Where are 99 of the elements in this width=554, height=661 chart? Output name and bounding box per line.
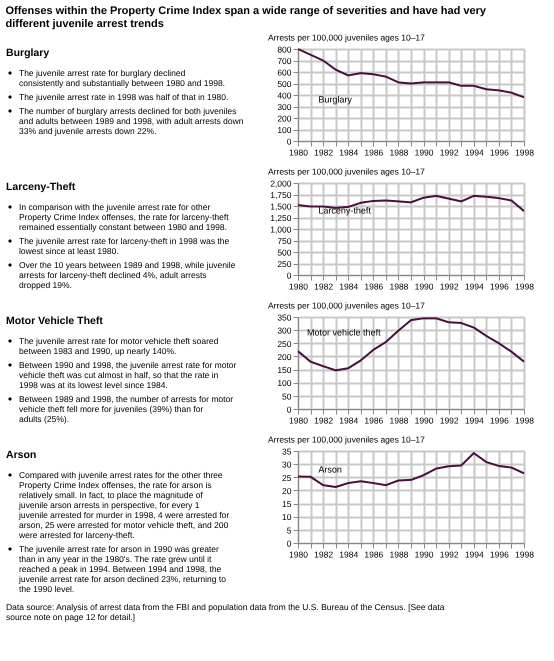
y-tick-label: 50 [282, 391, 292, 402]
x-tick-label: 1996 [490, 282, 510, 292]
x-tick-label: 1986 [364, 282, 384, 292]
text: Over the 10 years between 1989 and 1998, while juvenile arrests for larceny-theft declined 4%, adult arrests dropped 19%. [19, 260, 236, 290]
text: The juvenile arrest rate for arson in 1990 was greater than in any year in the 1980's. The rate grew until it reached a peak in 1994. Between 1994 and 1998, the juvenile arrest rate for arson declined 23%, returning to the 1990 level. [18, 544, 226, 594]
y-tick-label: 10 [282, 512, 292, 522]
text: Compared with juvenile arrest rates for the other three Property Crime Index offenses, the rate for arson is relatively small. In fact, to place the magnitude of juvenile arson arrests in perspective, for every 1 juvenile arrested for murder in 1998, 4 were arrested for arson, 25 were arrested for motor vehicle theft, and 200 were arrested for larceny-theft. [18, 470, 230, 540]
text: The juvenile arrest rate for burglary declined consistently and substantially between 1980 and 1998. [19, 68, 226, 88]
y-tick-label: 0 [286, 538, 292, 548]
x-tick-label: 1994 [464, 148, 484, 158]
x-tick-label: 1992 [440, 416, 459, 426]
x-tick-label: 1982 [314, 282, 334, 292]
x-tick-label: 1990 [414, 416, 434, 426]
y-tick-label: 35 [282, 446, 292, 456]
x-tick-label: 1982 [314, 550, 334, 560]
y-tick-label: 2,000 [270, 178, 292, 188]
y-tick-label: 5 [286, 525, 292, 536]
x-tick-label: 1980 [289, 282, 308, 292]
x-tick-label: 1984 [339, 550, 358, 560]
x-tick-label: 1980 [289, 148, 308, 158]
x-tick-label: 1990 [414, 282, 434, 292]
series-label: Arson [318, 464, 342, 474]
x-tick-label: 1984 [339, 416, 358, 426]
x-tick-label: 1994 [464, 550, 484, 560]
x-tick-label: 1996 [490, 416, 510, 426]
y-tick-label: 350 [277, 312, 292, 322]
y-axis-title: Arrests per 100,000 juveniles ages 10–17 [268, 300, 426, 310]
x-tick-label: 1988 [389, 550, 409, 560]
y-tick-label: 500 [277, 79, 292, 89]
y-tick-label: 150 [277, 365, 292, 376]
source-note: Data source: Analysis of arrest data from the FBI and population data from the U.S. Bureau of the Census. [See data source note on page 12 for detail.] [6, 602, 445, 622]
x-tick-label: 1980 [289, 416, 308, 426]
y-tick-label: 500 [277, 248, 292, 258]
x-tick-label: 1986 [364, 550, 384, 560]
x-tick-label: 1982 [314, 148, 334, 158]
x-tick-label: 1992 [440, 148, 459, 158]
y-tick-label: 0 [286, 136, 292, 146]
text: Motor Vehicle Theft [6, 315, 104, 327]
x-tick-label: 1994 [464, 282, 484, 292]
text: The juvenile arrest rate in 1998 was half of that in 1980. [19, 92, 228, 102]
text: The juvenile arrest rate for larceny-theft in 1998 was the lowest since at least 1980. [19, 236, 230, 256]
text: Burglary [318, 94, 352, 105]
y-axis-title: Arrests per 100,000 juveniles ages 10–17 [268, 166, 426, 176]
y-tick-label: 15 [282, 499, 292, 510]
text: Burglary [6, 47, 50, 59]
y-tick-label: 0 [286, 404, 292, 414]
y-tick-label: 800 [277, 44, 292, 54]
y-tick-label: 100 [277, 378, 292, 388]
y-tick-label: 0 [286, 270, 292, 280]
x-tick-label: 1994 [464, 416, 484, 426]
x-tick-label: 1982 [314, 416, 334, 426]
y-tick-label: 25 [282, 472, 292, 483]
y-tick-label: 20 [282, 486, 292, 496]
y-tick-label: 250 [277, 338, 292, 349]
chart-title: Offenses within the Property Crime Index span a wide range of severities and have had very different juvenile arrest trends [6, 5, 487, 30]
text: The number of burglary arrests declined for both juveniles and adults between 1989 and 1998, with adult arrests down 33% and juvenile arrests down 22%. [19, 106, 244, 136]
x-tick-label: 1984 [339, 148, 358, 158]
x-tick-label: 1996 [490, 550, 510, 560]
x-tick-label: 1992 [440, 550, 459, 560]
y-tick-label: 1,500 [270, 202, 292, 212]
y-axis-title: Arrests per 100,000 juveniles ages 10–17 [268, 32, 426, 42]
x-tick-label: 1988 [389, 416, 409, 426]
y-tick-label: 100 [277, 125, 292, 135]
y-tick-label: 300 [277, 326, 292, 336]
x-tick-label: 1986 [364, 148, 384, 158]
y-tick-label: 300 [277, 102, 292, 112]
x-tick-label: 1998 [515, 282, 534, 292]
y-tick-label: 700 [277, 56, 292, 66]
x-tick-label: 1984 [339, 282, 358, 292]
y-tick-label: 200 [277, 114, 292, 124]
x-tick-label: 1996 [490, 148, 510, 158]
y-axis-title: Arrests per 100,000 juveniles ages 10–17 [268, 434, 426, 444]
y-tick-label: 200 [277, 352, 292, 362]
text: Between 1989 and 1998, the number of arrests for motor vehicle theft fell more for juveniles (39%) than for adults (25%). [19, 394, 234, 424]
y-tick-label: 600 [277, 68, 292, 78]
x-tick-label: 1998 [515, 416, 534, 426]
text: The juvenile arrest rate for motor vehicle theft soared between 1983 and 1990, up nearly 140%. [19, 336, 219, 356]
y-tick-label: 1,000 [270, 224, 292, 234]
text: Arson [6, 449, 36, 461]
series-label: Larceny-theft [318, 206, 372, 216]
y-tick-label: 1,750 [270, 190, 292, 200]
x-tick-label: 1992 [440, 282, 459, 292]
x-tick-label: 1990 [414, 550, 434, 560]
x-tick-label: 1990 [414, 148, 434, 158]
x-tick-label: 1998 [515, 148, 534, 158]
y-tick-label: 400 [277, 90, 292, 100]
y-tick-label: 1,250 [270, 213, 292, 223]
y-tick-label: 30 [282, 460, 292, 470]
text: Between 1990 and 1998, the juvenile arrest rate for motor vehicle theft was cut almost in half, so that the rate in 1998 was at its lowest level since 1984. [19, 360, 237, 390]
x-tick-label: 1980 [289, 550, 308, 560]
x-tick-label: 1988 [389, 148, 409, 158]
y-tick-label: 750 [277, 236, 292, 246]
text: Larceny-Theft [6, 181, 76, 193]
x-tick-label: 1998 [515, 550, 534, 560]
x-tick-label: 1986 [364, 416, 384, 426]
text: In comparison with the juvenile arrest rate for other Property Crime Index offenses, the rate for larceny-theft remained essentially constant between 1980 and 1998. [19, 202, 230, 232]
series-label: Motor vehicle theft [307, 328, 382, 338]
x-tick-label: 1988 [389, 282, 409, 292]
y-tick-label: 250 [277, 259, 292, 269]
